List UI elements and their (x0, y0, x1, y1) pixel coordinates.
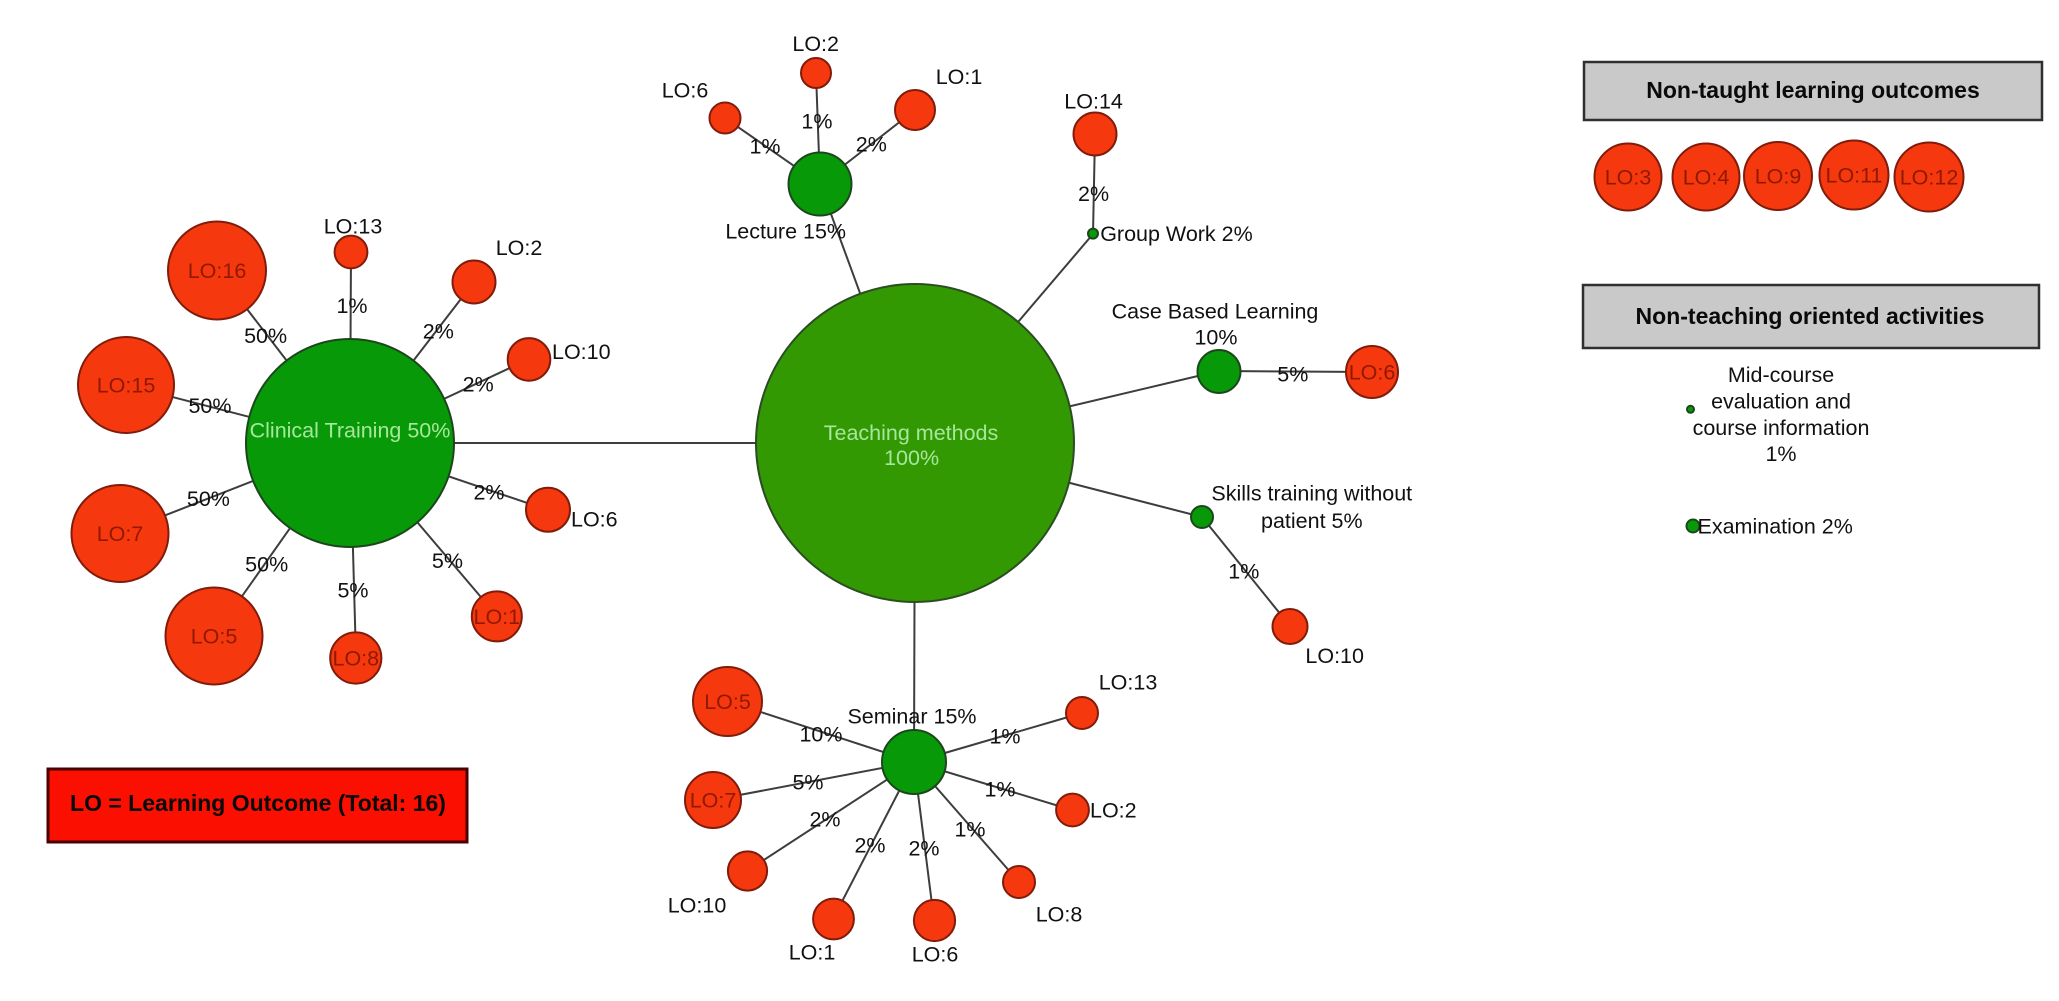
svg-text:Case Based Learning: Case Based Learning (1112, 300, 1319, 324)
svg-text:LO:11: LO:11 (1826, 164, 1883, 188)
svg-text:LO = Learning Outcome (Total:: LO = Learning Outcome (Total: 16) (70, 790, 446, 816)
svg-text:5%: 5% (1277, 362, 1308, 386)
svg-text:evaluation and: evaluation and (1711, 389, 1851, 413)
svg-text:2%: 2% (856, 133, 887, 157)
svg-text:10%: 10% (799, 723, 842, 747)
svg-text:LO:13: LO:13 (324, 214, 383, 238)
svg-text:Seminar 15%: Seminar 15% (847, 705, 976, 729)
svg-text:1%: 1% (1228, 560, 1259, 584)
svg-text:Skills training without: Skills training without (1211, 482, 1412, 506)
svg-text:1%: 1% (989, 725, 1020, 749)
svg-text:LO:8: LO:8 (1036, 903, 1083, 927)
svg-text:LO:13: LO:13 (1099, 671, 1158, 695)
svg-text:Teaching methods: Teaching methods (824, 421, 999, 445)
svg-text:10%: 10% (1194, 325, 1237, 349)
svg-text:patient 5%: patient 5% (1261, 509, 1363, 533)
svg-text:Clinical Training 50%: Clinical Training 50% (250, 419, 451, 443)
svg-text:LO:16: LO:16 (188, 259, 247, 283)
svg-text:1%: 1% (336, 294, 367, 318)
svg-text:LO:10: LO:10 (1305, 644, 1364, 668)
svg-text:LO:4: LO:4 (1683, 166, 1730, 190)
svg-text:2%: 2% (423, 320, 454, 344)
svg-text:Mid-course: Mid-course (1728, 363, 1834, 387)
svg-text:2%: 2% (809, 808, 840, 832)
svg-text:LO:1: LO:1 (936, 65, 983, 89)
svg-text:100%: 100% (884, 446, 939, 470)
svg-text:LO:2: LO:2 (792, 32, 839, 56)
svg-text:LO:6: LO:6 (571, 507, 618, 531)
svg-text:LO:7: LO:7 (690, 789, 737, 813)
svg-text:LO:2: LO:2 (1090, 799, 1137, 823)
svg-text:LO:7: LO:7 (97, 522, 144, 546)
svg-text:2%: 2% (854, 834, 885, 858)
svg-text:5%: 5% (432, 549, 463, 573)
svg-text:2%: 2% (463, 373, 494, 397)
svg-text:LO:6: LO:6 (912, 943, 959, 967)
svg-text:2%: 2% (908, 837, 939, 861)
svg-text:1%: 1% (801, 110, 832, 134)
svg-text:LO:12: LO:12 (1900, 166, 1959, 190)
svg-text:LO:10: LO:10 (668, 894, 727, 918)
svg-text:course information: course information (1693, 416, 1870, 440)
svg-text:1%: 1% (984, 778, 1015, 802)
svg-text:50%: 50% (188, 394, 231, 418)
svg-text:50%: 50% (187, 487, 230, 511)
svg-text:LO:5: LO:5 (191, 625, 238, 649)
svg-text:Non-teaching oriented activiti: Non-teaching oriented activities (1636, 303, 1985, 329)
svg-text:2%: 2% (1078, 182, 1109, 206)
svg-text:LO:9: LO:9 (1755, 165, 1802, 189)
svg-text:Non-taught learning outcomes: Non-taught learning outcomes (1646, 77, 1980, 103)
svg-text:LO:14: LO:14 (1064, 89, 1123, 113)
svg-text:Examination 2%: Examination 2% (1698, 515, 1853, 539)
svg-text:50%: 50% (245, 553, 288, 577)
svg-text:1%: 1% (749, 134, 780, 158)
svg-text:LO:6: LO:6 (662, 79, 709, 103)
svg-text:LO:8: LO:8 (332, 647, 379, 671)
svg-text:1%: 1% (1765, 442, 1796, 466)
svg-text:LO:1: LO:1 (789, 941, 836, 965)
svg-text:LO:5: LO:5 (704, 690, 751, 714)
svg-text:LO:2: LO:2 (496, 236, 543, 260)
svg-text:50%: 50% (244, 324, 287, 348)
svg-text:5%: 5% (792, 771, 823, 795)
svg-text:1%: 1% (954, 818, 985, 842)
svg-text:2%: 2% (473, 481, 504, 505)
svg-text:5%: 5% (337, 579, 368, 603)
svg-text:LO:1: LO:1 (473, 605, 520, 629)
svg-text:LO:15: LO:15 (97, 374, 156, 398)
svg-text:LO:10: LO:10 (552, 340, 611, 364)
svg-text:Group Work 2%: Group Work 2% (1100, 222, 1253, 246)
svg-text:Lecture 15%: Lecture 15% (725, 220, 846, 244)
svg-text:LO:3: LO:3 (1605, 166, 1652, 190)
svg-text:LO:6: LO:6 (1349, 361, 1396, 385)
